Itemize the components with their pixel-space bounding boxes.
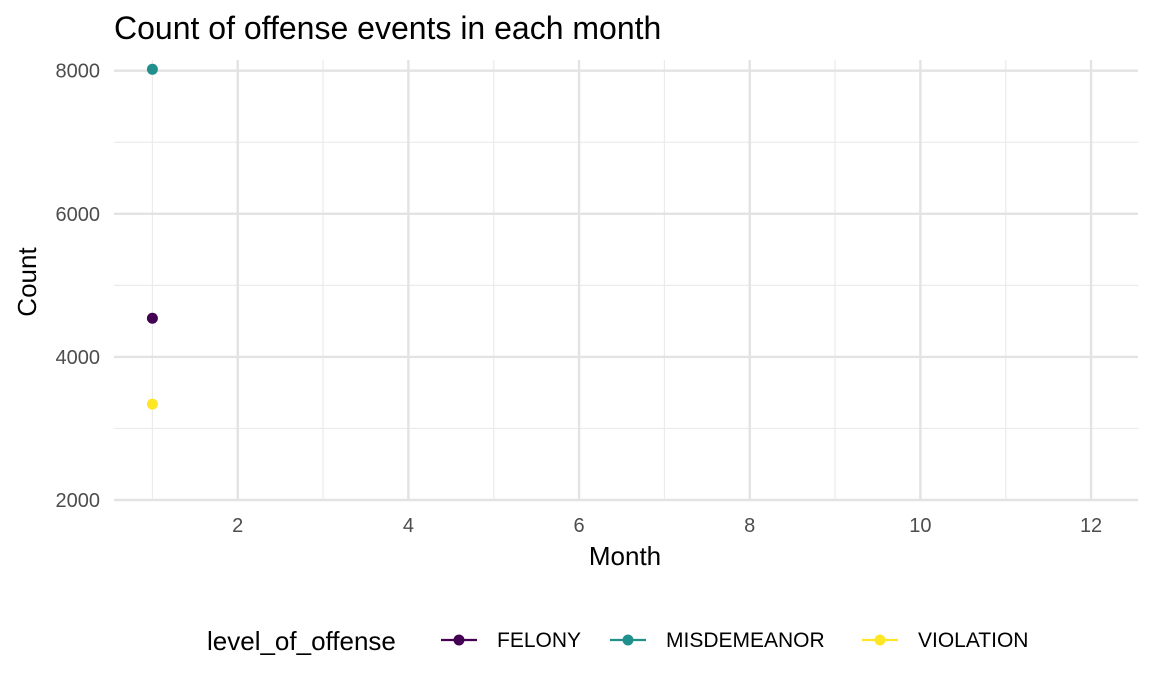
legend: level_of_offense FELONY MISDEMEANOR VIOLAT… <box>207 626 1028 656</box>
point-misdemeanor <box>146 63 158 75</box>
legend-item-felony: FELONY <box>441 629 581 652</box>
legend-items: FELONY MISDEMEANOR VIOLATION <box>441 629 1028 652</box>
x-tick-label: 12 <box>1080 515 1102 537</box>
legend-item-violation: VIOLATION <box>862 629 1028 652</box>
y-tick-label: 2000 <box>56 490 101 512</box>
y-tick-label: 6000 <box>56 204 101 226</box>
legend-label: FELONY <box>497 629 581 652</box>
x-tick-label: 6 <box>574 515 585 537</box>
y-tick-label: 4000 <box>56 347 101 369</box>
x-axis-title: Month <box>589 541 661 571</box>
legend-title: level_of_offense <box>207 626 396 656</box>
point-violation <box>146 398 158 410</box>
x-tick-label: 10 <box>909 515 931 537</box>
legend-key-point <box>622 634 634 646</box>
data-points <box>146 63 158 410</box>
legend-key-point <box>453 634 465 646</box>
x-tick-label: 2 <box>232 515 243 537</box>
legend-label: VIOLATION <box>918 629 1028 652</box>
chart-title: Count of offense events in each month <box>114 10 661 46</box>
y-tick-label: 8000 <box>56 61 101 83</box>
y-axis-title: Count <box>12 247 42 317</box>
legend-item-misdemeanor: MISDEMEANOR <box>610 629 825 652</box>
grid-major <box>114 60 1138 502</box>
legend-label: MISDEMEANOR <box>666 629 825 652</box>
y-axis-ticks: 2000 4000 6000 8000 <box>56 61 101 512</box>
x-axis-ticks: 2 4 6 8 10 12 <box>232 515 1102 537</box>
x-tick-label: 8 <box>744 515 755 537</box>
point-felony <box>146 312 158 324</box>
grid-minor <box>114 60 1138 500</box>
x-tick-label: 4 <box>403 515 414 537</box>
legend-key-point <box>874 634 886 646</box>
